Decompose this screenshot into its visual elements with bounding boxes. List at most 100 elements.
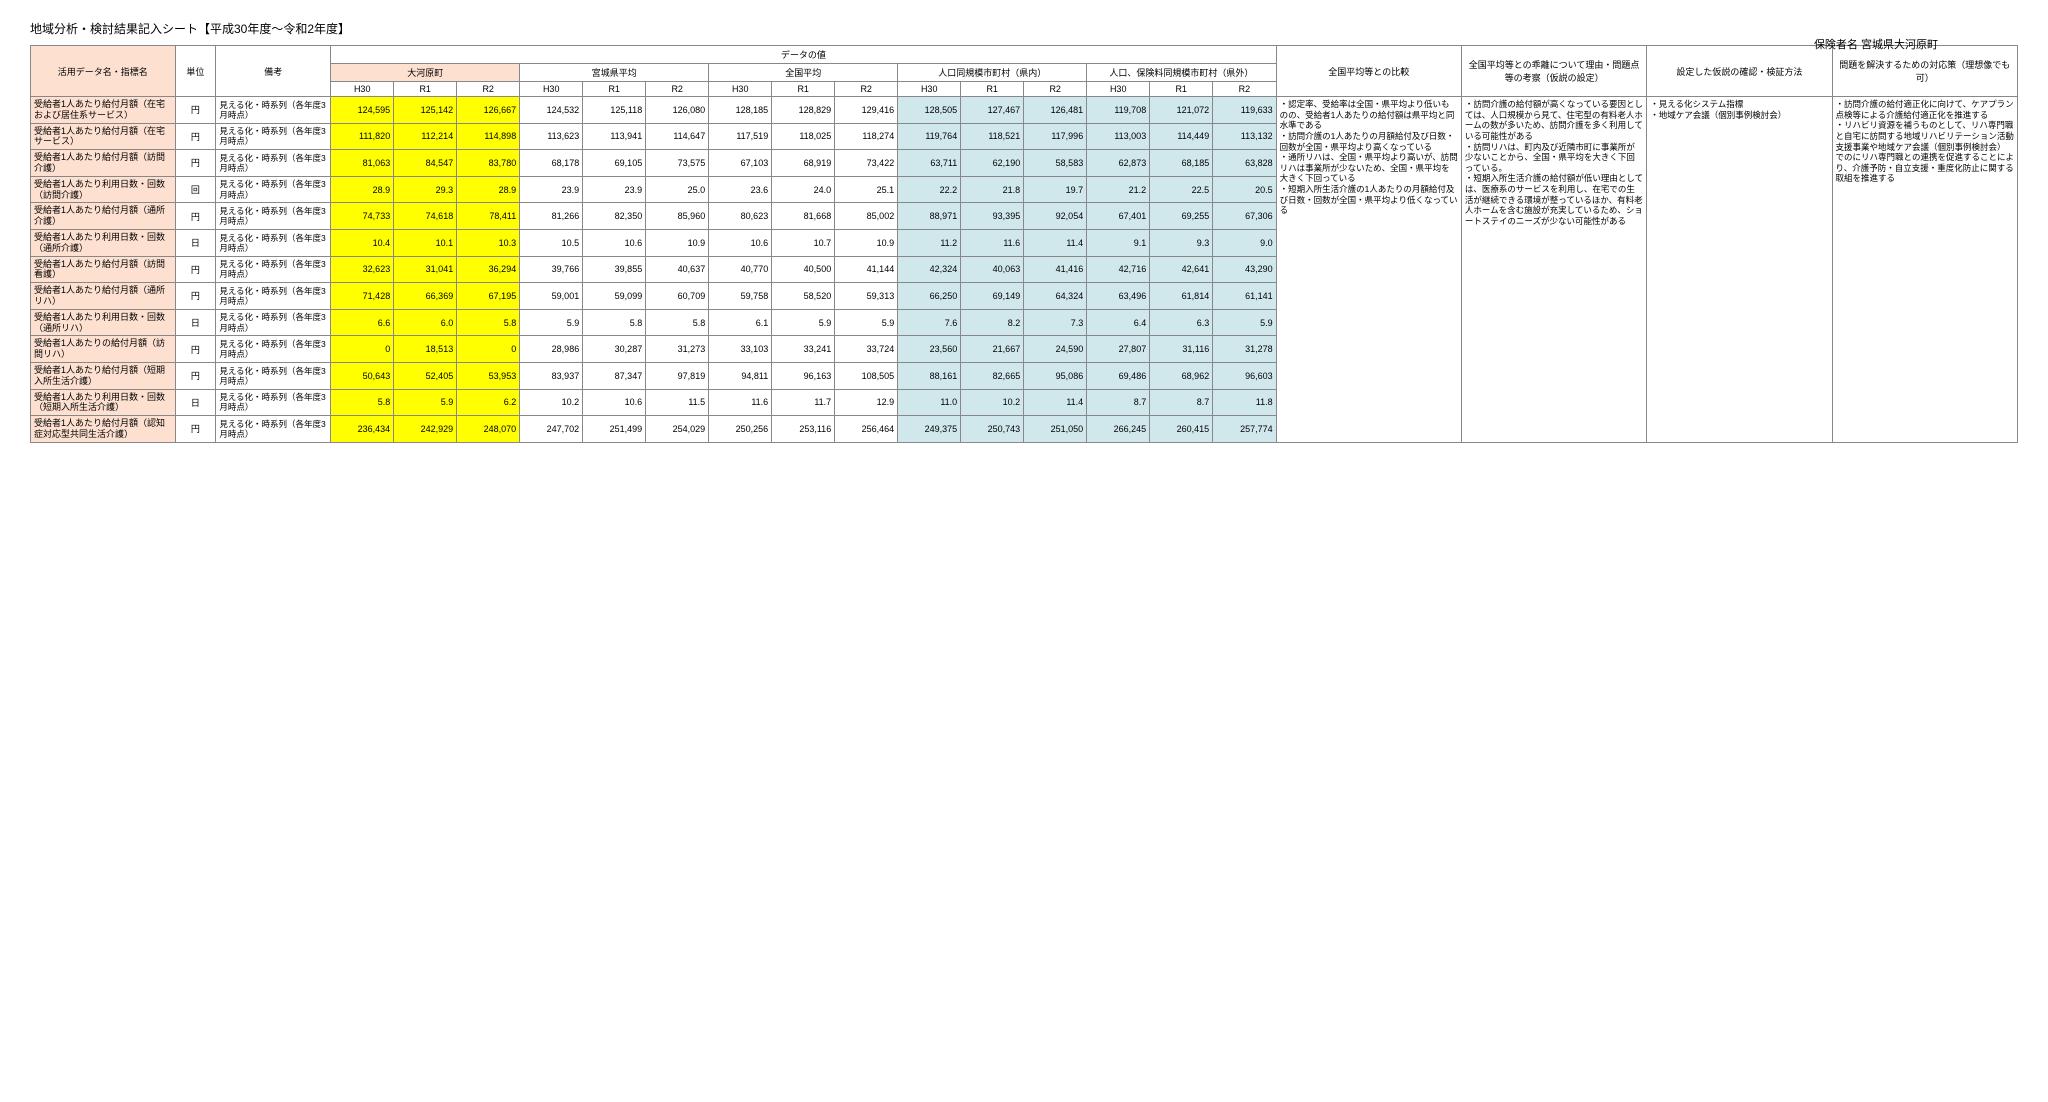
data-cell: 11.4 xyxy=(1024,229,1087,256)
data-cell: 28,986 xyxy=(520,336,583,363)
year-header: R1 xyxy=(961,82,1024,97)
data-cell: 67,306 xyxy=(1213,203,1276,230)
group-header: 人口同規模市町村（県内） xyxy=(898,64,1087,82)
data-cell: 92,054 xyxy=(1024,203,1087,230)
data-cell: 11.8 xyxy=(1213,389,1276,416)
data-cell: 7.3 xyxy=(1024,309,1087,336)
year-header: R2 xyxy=(457,82,520,97)
data-cell: 22.2 xyxy=(898,176,961,203)
data-cell: 83,780 xyxy=(457,150,520,177)
data-cell: 118,521 xyxy=(961,123,1024,150)
data-cell: 43,290 xyxy=(1213,256,1276,283)
data-cell: 11.2 xyxy=(898,229,961,256)
remark-cell: 見える化・時系列（各年度3月時点） xyxy=(216,229,331,256)
data-cell: 97,819 xyxy=(646,362,709,389)
data-cell: 32,623 xyxy=(331,256,394,283)
data-cell: 6.1 xyxy=(709,309,772,336)
data-cell: 10.3 xyxy=(457,229,520,256)
data-cell: 124,595 xyxy=(331,97,394,124)
data-cell: 40,063 xyxy=(961,256,1024,283)
data-cell: 71,428 xyxy=(331,283,394,310)
row-label: 受給者1人あたり給付月額（在宅サービス） xyxy=(31,123,176,150)
data-cell: 82,665 xyxy=(961,362,1024,389)
unit-cell: 円 xyxy=(175,336,216,363)
data-cell: 52,405 xyxy=(394,362,457,389)
data-cell: 23,560 xyxy=(898,336,961,363)
data-cell: 21.2 xyxy=(1087,176,1150,203)
data-cell: 10.7 xyxy=(772,229,835,256)
data-cell: 11.4 xyxy=(1024,389,1087,416)
col-name: 活用データ名・指標名 xyxy=(31,46,176,97)
data-cell: 128,829 xyxy=(772,97,835,124)
data-cell: 114,647 xyxy=(646,123,709,150)
data-cell: 33,724 xyxy=(835,336,898,363)
data-cell: 87,347 xyxy=(583,362,646,389)
data-cell: 25.0 xyxy=(646,176,709,203)
data-cell: 67,103 xyxy=(709,150,772,177)
data-cell: 20.5 xyxy=(1213,176,1276,203)
data-cell: 66,369 xyxy=(394,283,457,310)
remark-cell: 見える化・時系列（各年度3月時点） xyxy=(216,97,331,124)
data-cell: 266,245 xyxy=(1087,416,1150,443)
data-cell: 33,103 xyxy=(709,336,772,363)
remark-cell: 見える化・時系列（各年度3月時点） xyxy=(216,123,331,150)
data-cell: 74,733 xyxy=(331,203,394,230)
data-cell: 0 xyxy=(457,336,520,363)
data-cell: 117,996 xyxy=(1024,123,1087,150)
row-label: 受給者1人あたり利用日数・回数（通所介護） xyxy=(31,229,176,256)
data-cell: 63,711 xyxy=(898,150,961,177)
data-cell: 42,716 xyxy=(1087,256,1150,283)
data-cell: 66,250 xyxy=(898,283,961,310)
data-cell: 118,025 xyxy=(772,123,835,150)
data-cell: 85,960 xyxy=(646,203,709,230)
data-cell: 59,099 xyxy=(583,283,646,310)
data-cell: 58,583 xyxy=(1024,150,1087,177)
data-cell: 41,144 xyxy=(835,256,898,283)
data-cell: 0 xyxy=(331,336,394,363)
data-cell: 260,415 xyxy=(1150,416,1213,443)
row-label: 受給者1人あたり給付月額（在宅および居住系サービス） xyxy=(31,97,176,124)
year-header: R1 xyxy=(772,82,835,97)
data-cell: 69,105 xyxy=(583,150,646,177)
unit-cell: 日 xyxy=(175,309,216,336)
data-cell: 5.8 xyxy=(457,309,520,336)
data-cell: 40,770 xyxy=(709,256,772,283)
data-cell: 248,070 xyxy=(457,416,520,443)
data-cell: 114,449 xyxy=(1150,123,1213,150)
data-cell: 80,623 xyxy=(709,203,772,230)
data-cell: 121,072 xyxy=(1150,97,1213,124)
data-cell: 6.3 xyxy=(1150,309,1213,336)
data-cell: 28.9 xyxy=(331,176,394,203)
group-header: 人口、保険料同規模市町村（県外） xyxy=(1087,64,1276,82)
data-cell: 23.6 xyxy=(709,176,772,203)
data-cell: 63,496 xyxy=(1087,283,1150,310)
data-cell: 10.6 xyxy=(583,389,646,416)
data-cell: 127,467 xyxy=(961,97,1024,124)
data-cell: 88,161 xyxy=(898,362,961,389)
data-cell: 5.9 xyxy=(835,309,898,336)
data-cell: 42,324 xyxy=(898,256,961,283)
year-header: R1 xyxy=(394,82,457,97)
remark-cell: 見える化・時系列（各年度3月時点） xyxy=(216,256,331,283)
data-cell: 59,758 xyxy=(709,283,772,310)
data-cell: 94,811 xyxy=(709,362,772,389)
data-cell: 82,350 xyxy=(583,203,646,230)
data-cell: 126,667 xyxy=(457,97,520,124)
row-label: 受給者1人あたり利用日数・回数（短期入所生活介護） xyxy=(31,389,176,416)
data-cell: 18,513 xyxy=(394,336,457,363)
data-cell: 30,287 xyxy=(583,336,646,363)
data-cell: 69,255 xyxy=(1150,203,1213,230)
data-cell: 53,953 xyxy=(457,362,520,389)
data-cell: 23.9 xyxy=(583,176,646,203)
data-cell: 40,637 xyxy=(646,256,709,283)
data-cell: 95,086 xyxy=(1024,362,1087,389)
col-action: 問題を解決するための対応策（理想像でも可） xyxy=(1832,46,2017,97)
year-header: R2 xyxy=(1024,82,1087,97)
data-cell: 10.4 xyxy=(331,229,394,256)
data-cell: 10.1 xyxy=(394,229,457,256)
data-cell: 21,667 xyxy=(961,336,1024,363)
year-header: H30 xyxy=(331,82,394,97)
data-cell: 22.5 xyxy=(1150,176,1213,203)
remark-cell: 見える化・時系列（各年度3月時点） xyxy=(216,176,331,203)
year-header: R2 xyxy=(646,82,709,97)
